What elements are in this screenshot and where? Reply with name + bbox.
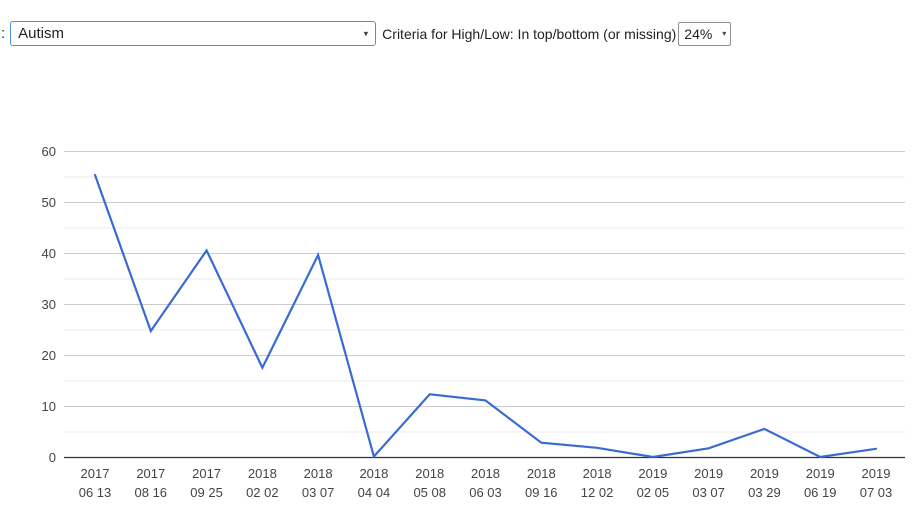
x-axis-tick-label-year: 2018 (583, 466, 612, 481)
x-axis-tick-label-year: 2017 (136, 466, 165, 481)
y-axis-tick-label: 40 (42, 246, 56, 261)
x-axis-tick-label-year: 2017 (81, 466, 110, 481)
y-axis-tick-label: 0 (49, 450, 56, 465)
x-axis-tick-label-year: 2018 (359, 466, 388, 481)
x-axis-tick-label-date: 03 07 (692, 485, 725, 500)
x-axis-tick-label-date: 02 05 (637, 485, 670, 500)
y-axis-tick-label: 20 (42, 348, 56, 363)
chevron-down-icon: ▾ (722, 28, 727, 38)
x-axis-tick-label-date: 06 13 (79, 485, 112, 500)
x-axis-tick-label-year: 2019 (694, 466, 723, 481)
x-axis-tick-label-date: 03 07 (302, 485, 335, 500)
x-axis-tick-label-date: 09 25 (190, 485, 223, 500)
threshold-select-value: 24% (684, 25, 713, 42)
x-axis-tick-label-date: 02 02 (246, 485, 279, 500)
y-axis-tick-label: 60 (42, 144, 56, 159)
disease-select-value: Autism (18, 25, 65, 42)
x-axis-tick-label-date: 09 16 (525, 485, 558, 500)
y-axis-tick-label: 30 (42, 297, 56, 312)
data-series-line (93, 173, 878, 459)
x-axis-tick-label-date: 06 03 (469, 485, 502, 500)
disease-select-label-fragment: : (1, 25, 6, 42)
y-axis-tick-label: 50 (42, 195, 56, 210)
x-axis-tick-label-year: 2018 (248, 466, 277, 481)
x-axis-tick-label-date: 08 16 (135, 485, 168, 500)
disease-select[interactable]: Autism ▾ (10, 21, 377, 46)
x-axis-tick-label-date: 03 29 (748, 485, 781, 500)
x-axis-tick-label-date: 12 02 (581, 485, 614, 500)
x-axis-tick-label-date: 04 04 (358, 485, 391, 500)
x-axis-tick-label-year: 2017 (192, 466, 221, 481)
x-axis-tick-label-year: 2018 (304, 466, 333, 481)
x-axis-tick-label-year: 2019 (806, 466, 835, 481)
x-axis-tick-label-year: 2019 (862, 466, 891, 481)
criteria-label: Criteria for High/Low: In top/bottom (or… (382, 25, 677, 42)
chevron-down-icon: ▾ (363, 27, 369, 38)
x-axis-tick-label-year: 2018 (471, 466, 500, 481)
x-axis-tick-label-date: 06 19 (804, 485, 837, 500)
x-axis-tick-label-year: 2019 (638, 466, 667, 481)
y-axis-tick-label: 10 (42, 399, 56, 414)
threshold-select[interactable]: 24% ▾ (678, 21, 732, 46)
x-axis-tick-label-date: 07 03 (860, 485, 893, 500)
x-axis-tick-label-year: 2018 (527, 466, 556, 481)
x-axis-tick-label-year: 2018 (415, 466, 444, 481)
header-toolbar: : Autism ▾ Criteria for High/Low: In top… (0, 21, 917, 46)
x-axis-tick-label-year: 2019 (750, 466, 779, 481)
x-axis-tick-label-date: 05 08 (413, 485, 446, 500)
